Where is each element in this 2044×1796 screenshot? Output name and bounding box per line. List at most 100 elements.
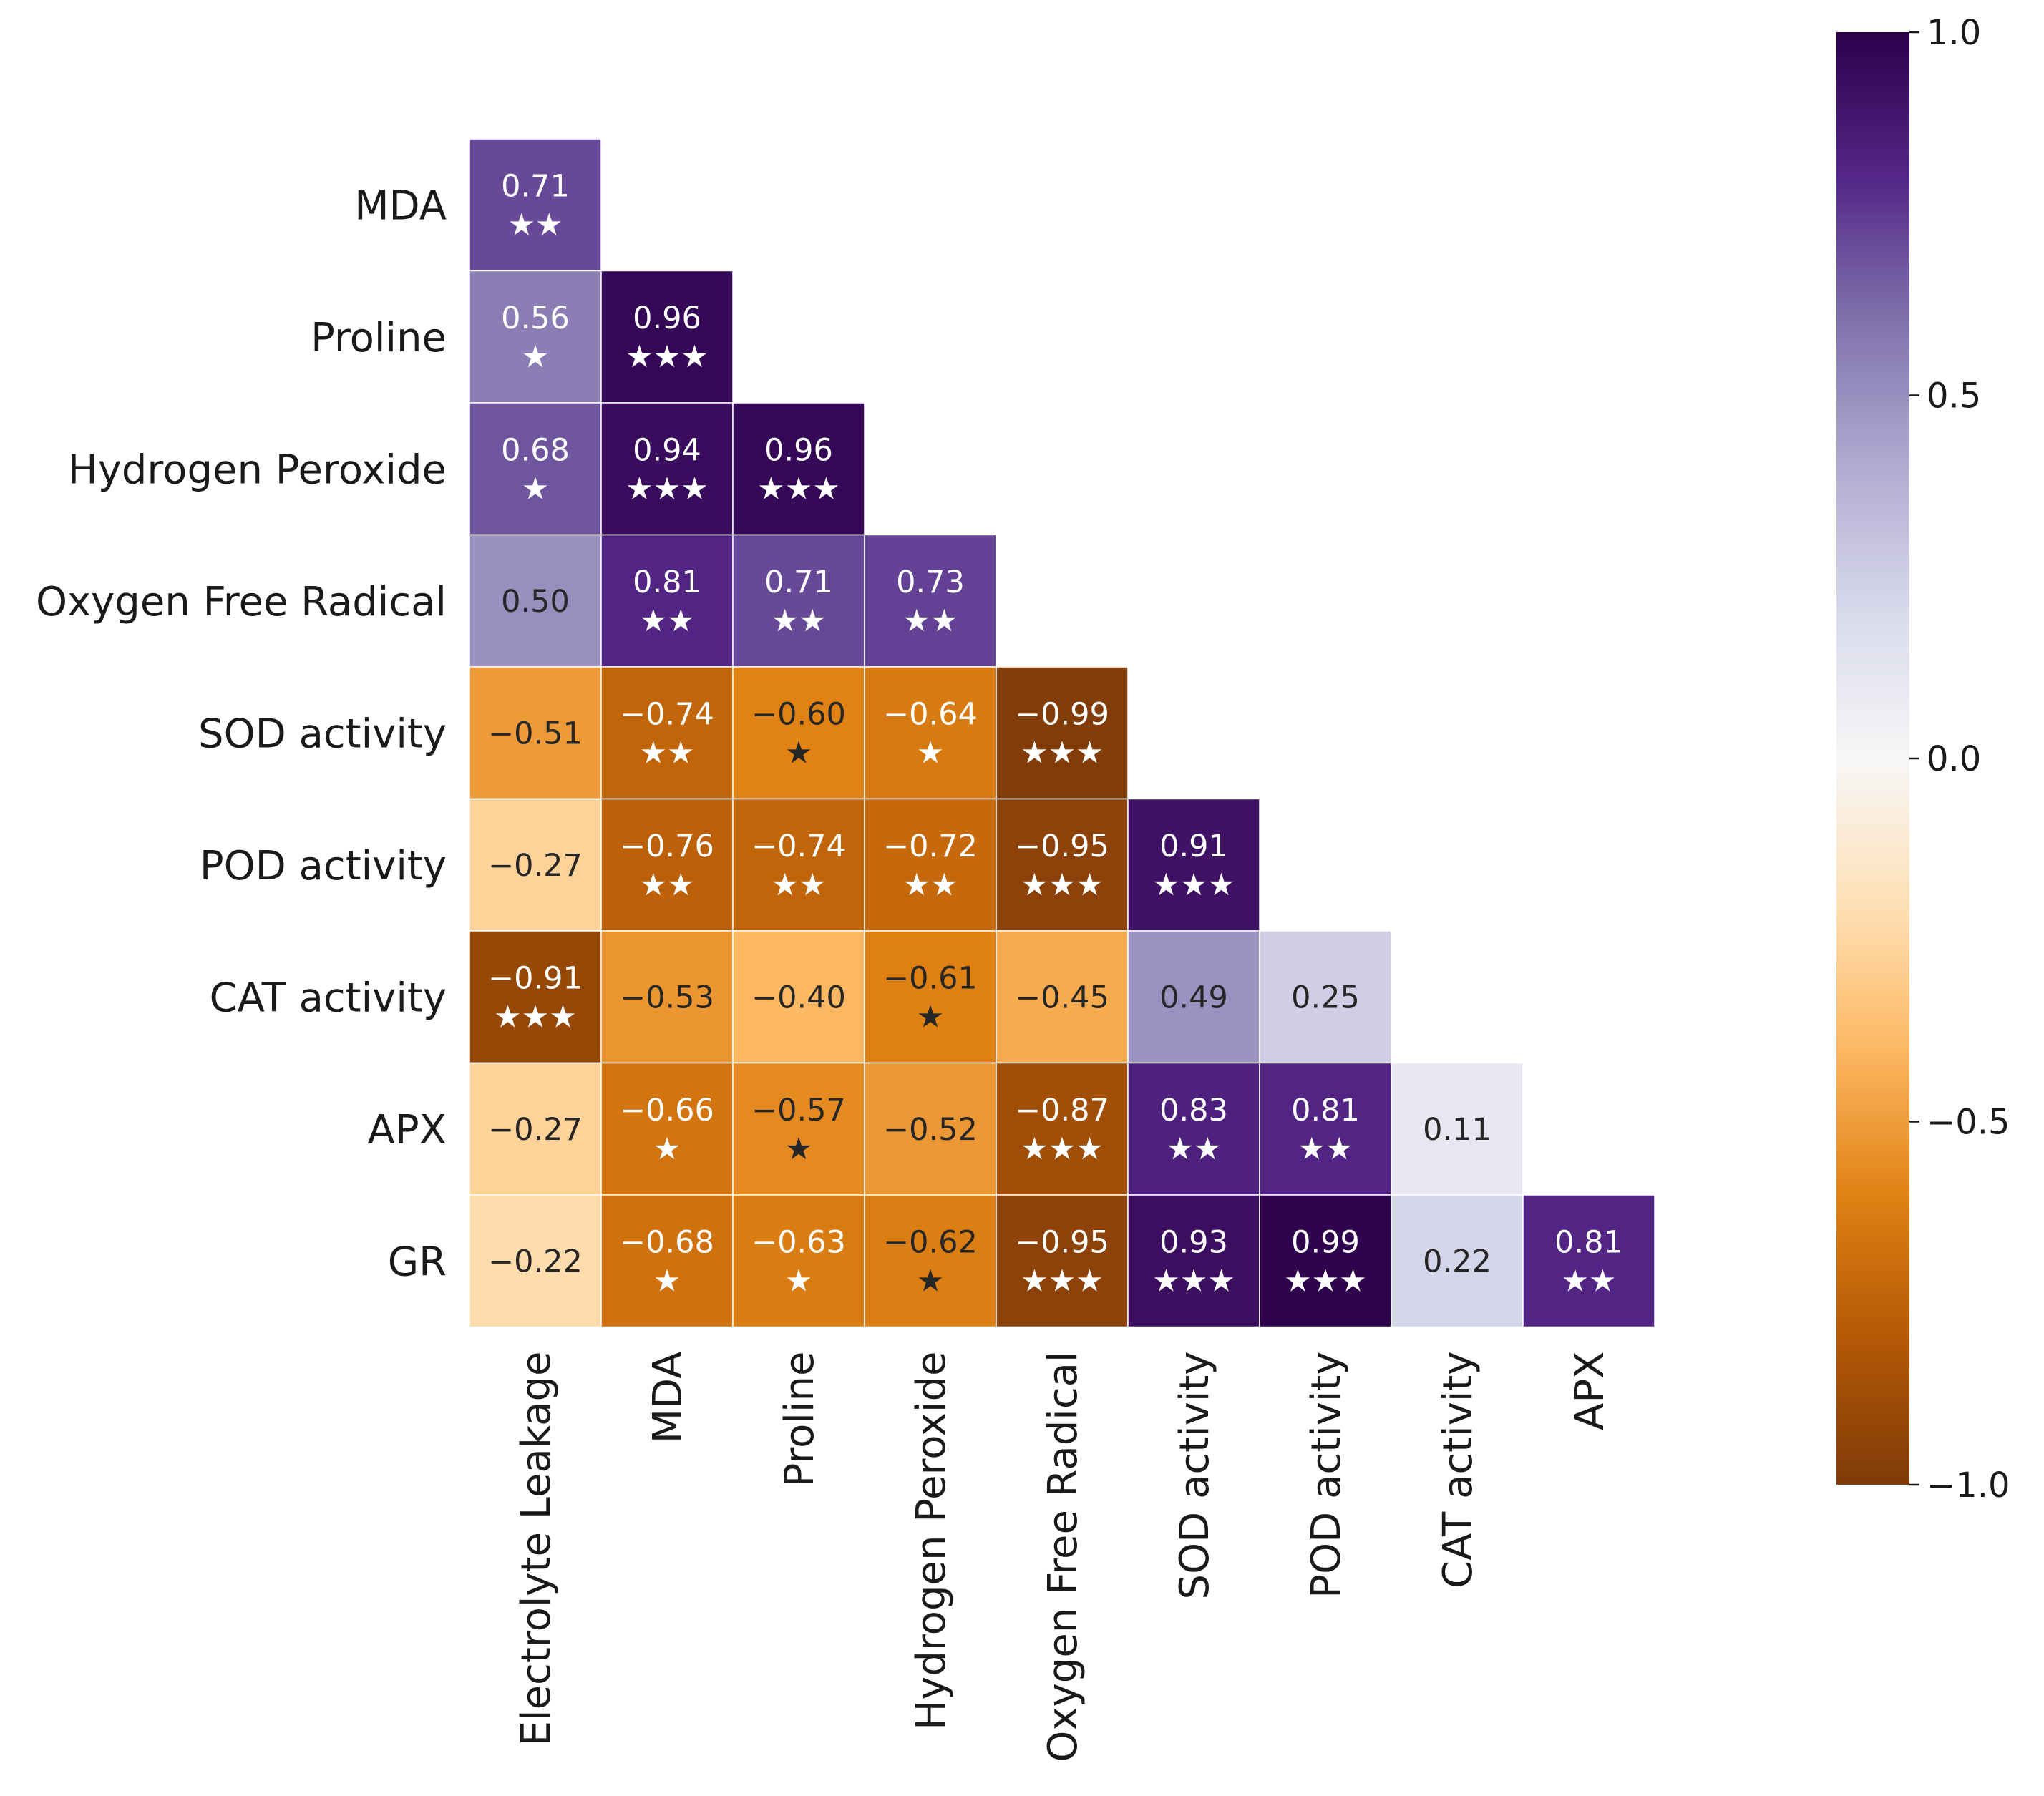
heatmap-cell: 0.81★★ <box>1522 1194 1655 1328</box>
heatmap-cell: 0.49 <box>1127 930 1260 1064</box>
column-labels: Electrolyte Leakage MDA Proline Hydrogen Pe… <box>513 1352 1613 1762</box>
cell-value: 0.25 <box>1291 980 1360 1015</box>
heatmap-cell-rect <box>732 534 865 668</box>
heatmap-cell-rect <box>996 1194 1129 1328</box>
heatmap-cell-rect <box>732 1062 865 1196</box>
row-label: SOD activity <box>198 711 447 757</box>
row-label: POD activity <box>200 843 447 889</box>
heatmap-cell: −0.64★ <box>864 666 997 800</box>
heatmap-cell: 0.50 <box>469 534 602 668</box>
heatmap-cell-rect <box>469 534 602 668</box>
cell-value: 0.11 <box>1423 1112 1491 1148</box>
heatmap-cell-rect <box>864 666 997 800</box>
cell-significance-stars: ★★ <box>902 867 958 903</box>
cell-value: 0.83 <box>1159 1093 1228 1128</box>
cell-significance-stars: ★★★ <box>626 471 709 507</box>
cell-significance-stars: ★★★ <box>1021 867 1104 903</box>
heatmap-cell-rect <box>996 666 1129 800</box>
cell-significance-stars: ★★★ <box>1021 1131 1104 1167</box>
heatmap-cell-rect <box>732 1194 865 1328</box>
cell-value: −0.60 <box>751 696 846 732</box>
cell-value: −0.52 <box>883 1112 978 1148</box>
cell-value: −0.91 <box>488 960 583 996</box>
cell-significance-stars: ★ <box>917 999 945 1035</box>
cell-significance-stars: ★★ <box>902 603 958 639</box>
row-labels: MDA Proline Hydrogen Peroxide Oxygen Free R… <box>36 182 447 1285</box>
heatmap-cell: −0.52 <box>864 1062 997 1196</box>
cell-value: −0.61 <box>883 960 978 996</box>
cell-value: −0.76 <box>620 829 714 864</box>
heatmap-cell: −0.63★ <box>732 1194 865 1328</box>
cell-significance-stars: ★★ <box>639 735 694 771</box>
heatmap-cell: 0.91★★★ <box>1127 798 1260 932</box>
heatmap-cell-rect <box>1127 1062 1260 1196</box>
cell-significance-stars: ★★★ <box>1021 1263 1104 1299</box>
cell-significance-stars: ★★ <box>771 603 826 639</box>
cell-value: −0.62 <box>883 1224 978 1260</box>
heatmap-cell-rect <box>996 1062 1129 1196</box>
cell-value: −0.27 <box>488 848 583 884</box>
heatmap-cell-rect <box>1391 1194 1524 1328</box>
cell-value: −0.87 <box>1015 1093 1109 1128</box>
heatmap-cell: 0.93★★★ <box>1127 1194 1260 1328</box>
heatmap-cell: −0.66★ <box>600 1062 734 1196</box>
column-label: Proline <box>777 1352 823 1488</box>
cell-value: 0.50 <box>501 584 570 620</box>
cell-significance-stars: ★★ <box>507 207 563 243</box>
cell-significance-stars: ★ <box>653 1263 681 1299</box>
heatmap-cell-rect <box>469 402 602 536</box>
heatmap-cell-rect <box>600 402 734 536</box>
cell-value: 0.81 <box>633 565 701 600</box>
cell-value: 0.94 <box>633 432 701 468</box>
cell-value: −0.95 <box>1015 829 1109 864</box>
cell-value: −0.72 <box>883 829 978 864</box>
cell-significance-stars: ★★★ <box>757 471 840 507</box>
heatmap-cell: −0.68★ <box>600 1194 734 1328</box>
heatmap-cell: −0.61★ <box>864 930 997 1064</box>
heatmap-cells: 0.71★★0.56★0.96★★★0.68★0.94★★★0.96★★★0.5… <box>469 138 1655 1328</box>
colorbar-tick-label: 1.0 <box>1927 13 1981 53</box>
cell-significance-stars: ★★ <box>1166 1131 1221 1167</box>
heatmap-cell: −0.51 <box>469 666 602 800</box>
heatmap-cell: 0.81★★ <box>1259 1062 1392 1196</box>
heatmap-cell-rect <box>1127 1194 1260 1328</box>
column-label: CAT activity <box>1435 1352 1481 1589</box>
heatmap-cell-rect <box>1127 798 1260 932</box>
cell-value: 0.71 <box>501 168 570 204</box>
cell-value: −0.95 <box>1015 1224 1109 1260</box>
column-label: Hydrogen Peroxide <box>908 1352 955 1730</box>
cell-significance-stars: ★ <box>653 1131 681 1167</box>
colorbar-tick-label: 0.0 <box>1927 739 1981 779</box>
cell-significance-stars: ★★★ <box>626 339 709 375</box>
colorbar: 1.0 0.5 0.0 −0.5 −1.0 <box>1836 13 2010 1505</box>
heatmap-cell-rect <box>864 1194 997 1328</box>
heatmap-cell: 0.96★★★ <box>732 402 865 536</box>
heatmap-cell-rect <box>469 270 602 404</box>
heatmap-cell-rect <box>996 930 1129 1064</box>
cell-value: 0.56 <box>501 301 570 336</box>
cell-significance-stars: ★ <box>522 339 550 375</box>
heatmap-cell: −0.74★★ <box>600 666 734 800</box>
colorbar-tick-label: −0.5 <box>1927 1103 2010 1143</box>
cell-value: −0.74 <box>620 696 714 732</box>
row-label: APX <box>368 1107 447 1153</box>
heatmap-cell-rect <box>600 798 734 932</box>
cell-value: −0.64 <box>883 696 978 732</box>
heatmap-cell-rect <box>732 930 865 1064</box>
column-label: Oxygen Free Radical <box>1040 1352 1086 1762</box>
cell-significance-stars: ★★★ <box>1284 1263 1367 1299</box>
cell-significance-stars: ★ <box>917 1263 945 1299</box>
heatmap-cell: −0.40 <box>732 930 865 1064</box>
column-label: APX <box>1567 1352 1613 1430</box>
heatmap-cell-rect <box>864 930 997 1064</box>
heatmap-cell-rect <box>1259 1062 1392 1196</box>
heatmap-cell-rect <box>864 1062 997 1196</box>
cell-value: −0.66 <box>620 1093 714 1128</box>
heatmap-cell: −0.60★ <box>732 666 865 800</box>
cell-significance-stars: ★ <box>522 471 550 507</box>
heatmap-cell: −0.53 <box>600 930 734 1064</box>
cell-value: 0.96 <box>764 432 833 468</box>
column-label: SOD activity <box>1172 1352 1218 1600</box>
heatmap-cell: −0.45 <box>996 930 1129 1064</box>
cell-significance-stars: ★★ <box>1561 1263 1616 1299</box>
